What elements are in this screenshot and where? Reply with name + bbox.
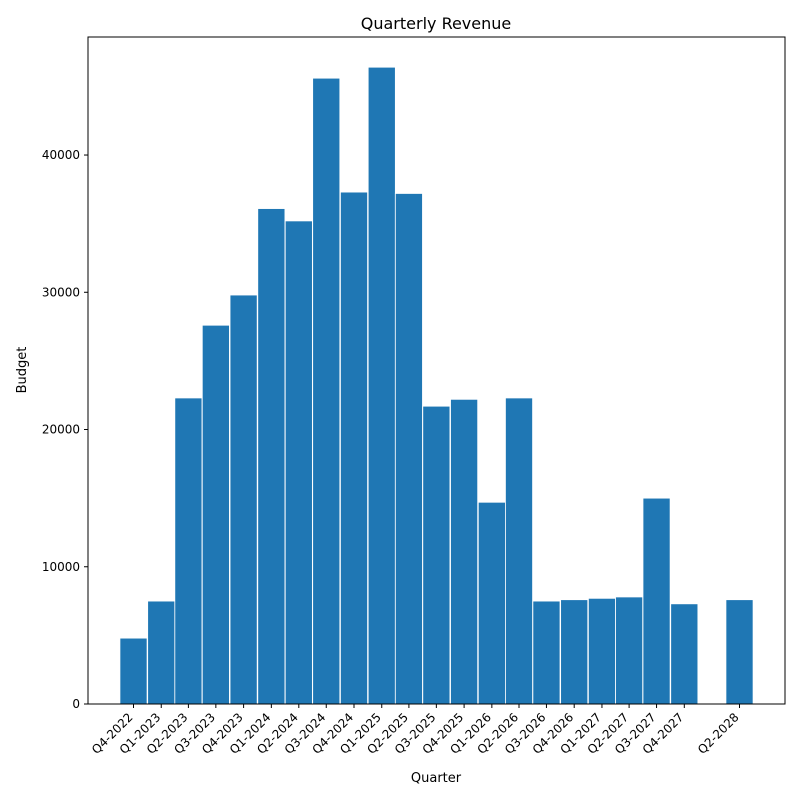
y-axis-title: Budget xyxy=(15,347,30,394)
bar-q4-2026 xyxy=(560,599,589,705)
bar-q1-2024 xyxy=(257,208,286,705)
plot-frame xyxy=(87,36,786,705)
bar-q4-2022 xyxy=(119,637,148,705)
bar-q3-2027 xyxy=(642,497,671,705)
bar-group xyxy=(119,66,754,705)
bar-q2-2023 xyxy=(174,397,203,705)
bar-q4-2025 xyxy=(450,398,479,705)
bar-q1-2025 xyxy=(367,66,396,705)
bar-q1-2026 xyxy=(477,501,506,705)
chart-title: Quarterly Revenue xyxy=(361,14,512,33)
bar-q4-2023 xyxy=(229,294,258,705)
bar-q2-2027 xyxy=(615,596,644,705)
bar-q2-2028 xyxy=(725,599,754,705)
bar-q2-2025 xyxy=(394,193,423,705)
bar-q2-2026 xyxy=(505,397,533,705)
bar-q4-2027 xyxy=(670,603,699,705)
y-tick-label: 10000 xyxy=(42,560,80,574)
bar-q1-2023 xyxy=(147,600,176,705)
bar-q3-2025 xyxy=(422,405,451,705)
x-axis-title: Quarter xyxy=(411,771,462,786)
y-tick-label: 0 xyxy=(72,697,80,711)
bar-q2-2024 xyxy=(284,220,313,705)
y-axis-ticks: 0 10000 20000 30000 40000 xyxy=(42,148,88,711)
bar-q3-2024 xyxy=(312,77,341,705)
bar-q3-2023 xyxy=(201,324,230,705)
bar-q4-2024 xyxy=(340,191,368,705)
bar-q1-2027 xyxy=(587,597,616,705)
y-tick-label: 30000 xyxy=(42,285,80,299)
y-tick-label: 40000 xyxy=(42,148,80,162)
y-tick-label: 20000 xyxy=(42,423,80,437)
bar-q3-2026 xyxy=(532,600,561,705)
